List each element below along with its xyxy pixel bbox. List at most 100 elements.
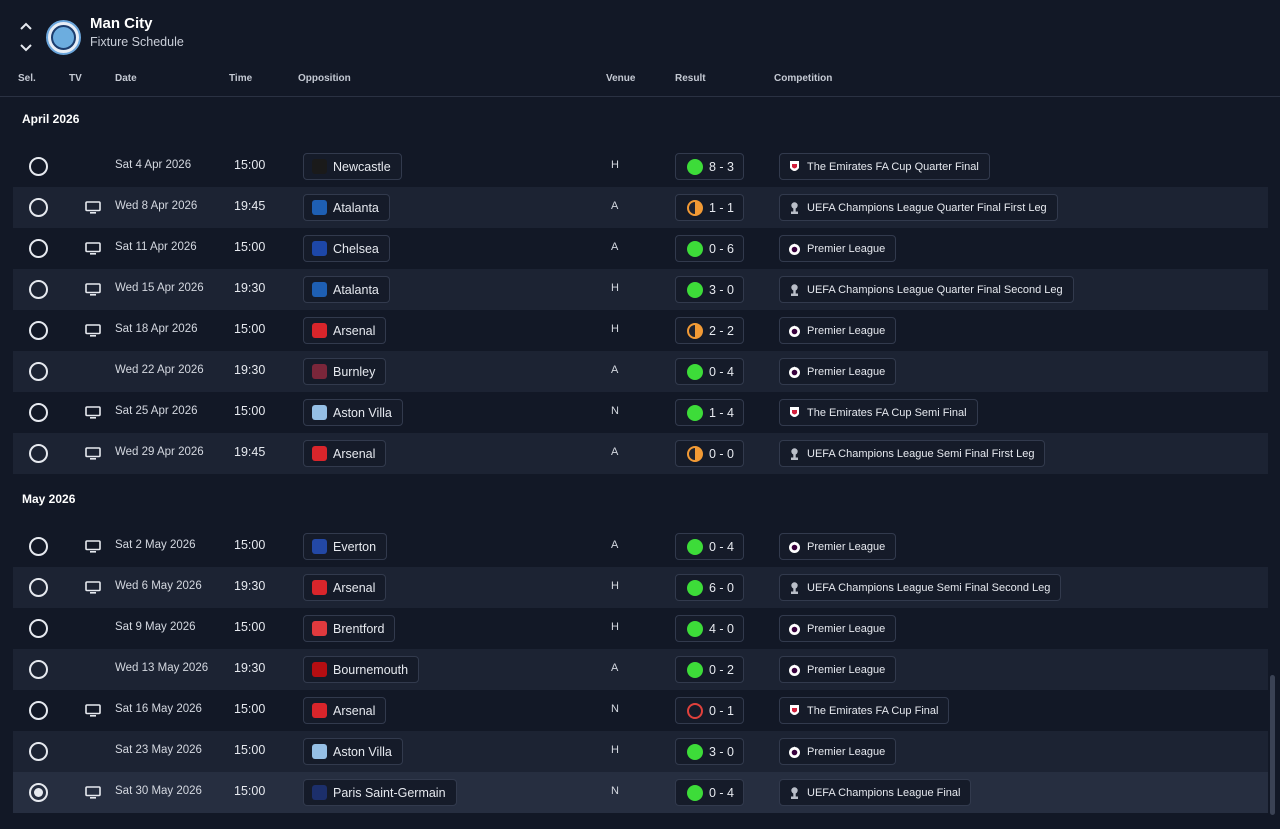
- column-competition[interactable]: Competition: [774, 73, 833, 84]
- competition-name: UEFA Champions League Quarter Final Firs…: [807, 201, 1047, 214]
- fixture-row[interactable]: Wed 15 Apr 2026 19:30 Atalanta H 3 - 0 UEFA C…: [13, 269, 1268, 310]
- result-button[interactable]: 2 - 2: [675, 317, 744, 344]
- select-radio[interactable]: [29, 619, 48, 638]
- select-radio[interactable]: [29, 280, 48, 299]
- opposition-button[interactable]: Arsenal: [303, 697, 387, 724]
- competition-name: Premier League: [807, 365, 886, 378]
- column-sel[interactable]: Sel.: [18, 73, 36, 84]
- opposition-button[interactable]: Paris Saint-Germain: [303, 779, 457, 806]
- column-opposition[interactable]: Opposition: [298, 73, 351, 84]
- fixture-row[interactable]: Wed 6 May 2026 19:30 Arsenal H 6 - 0 UEFA Cha…: [13, 567, 1268, 608]
- competition-button[interactable]: UEFA Champions League Quarter Final Seco…: [779, 276, 1074, 303]
- competition-button[interactable]: UEFA Champions League Quarter Final Firs…: [779, 194, 1058, 221]
- select-radio[interactable]: [29, 198, 48, 217]
- select-radio[interactable]: [29, 239, 48, 258]
- column-result[interactable]: Result: [675, 73, 706, 84]
- fixture-row[interactable]: Sat 23 May 2026 15:00 Aston Villa H 3 - 0 Pre…: [13, 731, 1268, 772]
- fixture-row[interactable]: Sat 16 May 2026 15:00 Arsenal N 0 - 1 The Emi…: [13, 690, 1268, 731]
- fixture-time: 15:00: [234, 404, 266, 418]
- fixture-row[interactable]: Sat 11 Apr 2026 15:00 Chelsea A 0 - 6 Premier…: [13, 228, 1268, 269]
- fixture-date: Wed 8 Apr 2026: [115, 200, 198, 212]
- opposition-button[interactable]: Arsenal: [303, 440, 387, 467]
- result-button[interactable]: 8 - 3: [675, 153, 744, 180]
- select-radio[interactable]: [29, 362, 48, 381]
- fixture-row[interactable]: Wed 13 May 2026 19:30 Bournemouth A 0 - 2 Pre…: [13, 649, 1268, 690]
- select-radio[interactable]: [29, 537, 48, 556]
- result-button[interactable]: 1 - 1: [675, 194, 744, 221]
- opposition-name: Burnley: [333, 364, 376, 379]
- competition-button[interactable]: Premier League: [779, 656, 897, 683]
- result-button[interactable]: 0 - 4: [675, 779, 744, 806]
- result-button[interactable]: 0 - 6: [675, 235, 744, 262]
- opposition-button[interactable]: Brentford: [303, 615, 396, 642]
- competition-button[interactable]: The Emirates FA Cup Quarter Final: [779, 153, 990, 180]
- fixture-row[interactable]: Wed 8 Apr 2026 19:45 Atalanta A 1 - 1 UEFA Ch…: [13, 187, 1268, 228]
- select-radio[interactable]: [29, 403, 48, 422]
- select-radio[interactable]: [29, 742, 48, 761]
- competition-button[interactable]: The Emirates FA Cup Semi Final: [779, 399, 978, 426]
- column-venue[interactable]: Venue: [606, 73, 636, 84]
- fixture-date: Sat 11 Apr 2026: [115, 241, 197, 253]
- result-button[interactable]: 6 - 0: [675, 574, 744, 601]
- competition-button[interactable]: Premier League: [779, 738, 897, 765]
- result-score: 0 - 2: [709, 663, 735, 677]
- fixture-time: 19:45: [234, 445, 266, 459]
- select-radio[interactable]: [29, 783, 48, 802]
- fixture-row[interactable]: Sat 30 May 2026 15:00 Paris Saint-Germain N…: [13, 772, 1268, 813]
- club-name[interactable]: Man City: [90, 15, 153, 32]
- competition-button[interactable]: Premier League: [779, 615, 897, 642]
- select-radio[interactable]: [29, 444, 48, 463]
- result-button[interactable]: 0 - 4: [675, 533, 744, 560]
- ucl-trophy-icon: [788, 201, 801, 215]
- opposition-button[interactable]: Atalanta: [303, 194, 390, 221]
- chevron-up-icon[interactable]: [19, 20, 33, 32]
- club-badge-icon[interactable]: [46, 20, 81, 55]
- opposition-button[interactable]: Aston Villa: [303, 738, 403, 765]
- fixture-row[interactable]: Wed 22 Apr 2026 19:30 Burnley A 0 - 4 Premier…: [13, 351, 1268, 392]
- fixture-row[interactable]: Sat 2 May 2026 15:00 Everton A 0 - 4 Premier …: [13, 526, 1268, 567]
- competition-button[interactable]: Premier League: [779, 358, 897, 385]
- competition-button[interactable]: The Emirates FA Cup Final: [779, 697, 950, 724]
- select-radio[interactable]: [29, 660, 48, 679]
- fixture-row[interactable]: Sat 9 May 2026 15:00 Brentford H 4 - 0 Premie…: [13, 608, 1268, 649]
- scrollbar[interactable]: [1270, 675, 1275, 815]
- competition-button[interactable]: UEFA Champions League Semi Final Second …: [779, 574, 1062, 601]
- opposition-button[interactable]: Atalanta: [303, 276, 390, 303]
- select-radio[interactable]: [29, 157, 48, 176]
- column-tv[interactable]: TV: [69, 73, 82, 84]
- opposition-button[interactable]: Aston Villa: [303, 399, 403, 426]
- select-radio[interactable]: [29, 321, 48, 340]
- opposition-button[interactable]: Everton: [303, 533, 388, 560]
- competition-button[interactable]: UEFA Champions League Semi Final First L…: [779, 440, 1046, 467]
- fixture-row[interactable]: Wed 29 Apr 2026 19:45 Arsenal A 0 - 0 UEFA Ch…: [13, 433, 1268, 474]
- result-button[interactable]: 0 - 0: [675, 440, 744, 467]
- opposition-button[interactable]: Burnley: [303, 358, 387, 385]
- competition-button[interactable]: Premier League: [779, 533, 897, 560]
- select-radio[interactable]: [29, 701, 48, 720]
- competition-button[interactable]: Premier League: [779, 317, 897, 344]
- result-button[interactable]: 0 - 2: [675, 656, 744, 683]
- opposition-button[interactable]: Bournemouth: [303, 656, 420, 683]
- select-radio[interactable]: [29, 578, 48, 597]
- premier-league-icon: [788, 324, 801, 338]
- opposition-button[interactable]: Newcastle: [303, 153, 402, 180]
- fixture-row[interactable]: Sat 18 Apr 2026 15:00 Arsenal H 2 - 2 Premier…: [13, 310, 1268, 351]
- fixture-row[interactable]: Sat 25 Apr 2026 15:00 Aston Villa N 1 - 4 The…: [13, 392, 1268, 433]
- result-button[interactable]: 1 - 4: [675, 399, 744, 426]
- chevron-down-icon[interactable]: [19, 42, 33, 54]
- fixture-row[interactable]: Sat 4 Apr 2026 15:00 Newcastle H 8 - 3 The Em…: [13, 146, 1268, 187]
- result-button[interactable]: 4 - 0: [675, 615, 744, 642]
- opposition-button[interactable]: Arsenal: [303, 317, 387, 344]
- result-button[interactable]: 0 - 1: [675, 697, 744, 724]
- opposition-button[interactable]: Chelsea: [303, 235, 390, 262]
- column-date[interactable]: Date: [115, 73, 137, 84]
- column-time[interactable]: Time: [229, 73, 253, 84]
- result-button[interactable]: 3 - 0: [675, 276, 744, 303]
- competition-button[interactable]: Premier League: [779, 235, 897, 262]
- opposition-button[interactable]: Arsenal: [303, 574, 387, 601]
- competition-button[interactable]: UEFA Champions League Final: [779, 779, 972, 806]
- result-button[interactable]: 0 - 4: [675, 358, 744, 385]
- fixture-venue: H: [611, 323, 619, 335]
- result-button[interactable]: 3 - 0: [675, 738, 744, 765]
- fixture-venue: A: [611, 364, 619, 376]
